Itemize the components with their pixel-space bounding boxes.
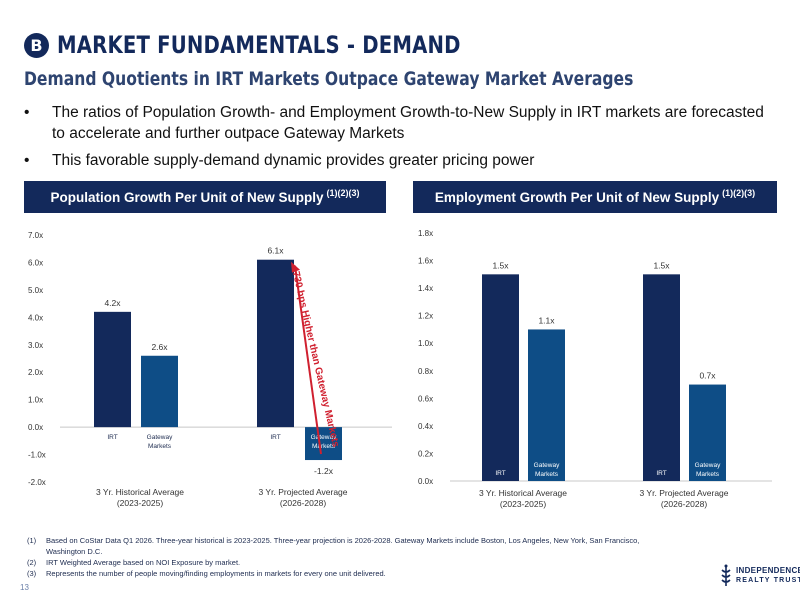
footnote-text: Represents the number of people moving/f… — [46, 569, 386, 578]
value-label: 2.6x — [151, 342, 168, 352]
bar-gateway — [305, 427, 342, 461]
section-badge: B — [24, 33, 49, 58]
logo-line-1: INDEPENDENCE — [736, 566, 800, 575]
value-label: 6.1x — [267, 246, 284, 256]
series-label: Gateway — [311, 434, 337, 441]
y-tick-label: 2.0x — [28, 368, 43, 377]
y-tick-label: 0.4x — [418, 422, 433, 431]
value-label: 0.7x — [699, 371, 716, 381]
series-label: IRT — [107, 434, 117, 441]
y-tick-label: 1.6x — [418, 257, 433, 266]
category-label: 3 Yr. Historical Average — [96, 487, 184, 497]
population-chart-footnote-ref: (1)(2)(3) — [326, 188, 360, 198]
footnote: (2) IRT Weighted Average based on NOI Ex… — [27, 557, 667, 568]
value-label: -1.2x — [314, 466, 334, 476]
y-tick-label: 1.0x — [28, 396, 43, 405]
bar-irt — [94, 311, 131, 428]
series-label: Gateway — [534, 462, 560, 469]
bullet-list: • The ratios of Population Growth- and E… — [24, 102, 764, 177]
y-tick-label: 0.6x — [418, 394, 433, 403]
y-tick-label: -2.0x — [28, 478, 46, 487]
category-label: (2026-2028) — [280, 498, 326, 508]
value-label: 4.2x — [104, 298, 121, 308]
annotation-arrow — [294, 265, 322, 455]
population-growth-chart: -2.0x -1.0x 0.0x 1.0x 2.0x 3.0x 4.0x 5.0x 6.0x 7.… — [28, 231, 392, 508]
bar-irt — [257, 259, 294, 428]
bullet-marker: • — [24, 104, 30, 121]
bar-gateway — [689, 384, 726, 481]
series-label: Gateway — [695, 462, 721, 469]
value-label: 1.1x — [538, 315, 555, 325]
bullet-item: • The ratios of Population Growth- and E… — [24, 102, 764, 144]
category-label: (2023-2025) — [500, 499, 546, 509]
annotation-arrowhead — [291, 261, 300, 273]
employment-growth-chart: 0.0x 0.2x 0.4x 0.6x 0.8x 1.0x 1.2x 1.4x 1.6x 1.8x… — [418, 229, 772, 509]
series-label: Markets — [148, 443, 172, 450]
y-tick-label: 1.4x — [418, 284, 433, 293]
series-label: Markets — [312, 443, 336, 450]
bar-gateway — [141, 355, 178, 428]
footnotes: (1) Based on CoStar Data Q1 2026. Three-… — [27, 535, 667, 579]
category-label: (2023-2025) — [117, 498, 163, 508]
value-label: 1.5x — [653, 260, 670, 270]
series-label: Gateway — [147, 434, 173, 441]
footnote-text: IRT Weighted Average based on NOI Exposu… — [46, 558, 241, 567]
bar-irt — [482, 274, 519, 481]
y-tick-label: 4.0x — [28, 313, 43, 322]
page-title: MARKET FUNDAMENTALS - DEMAND — [57, 31, 461, 59]
series-label: IRT — [495, 470, 505, 477]
population-chart-title: Population Growth Per Unit of New Supply — [50, 189, 324, 205]
population-chart-header: Population Growth Per Unit of New Supply… — [24, 181, 386, 213]
bar-irt — [643, 274, 680, 481]
footnote-number: (3) — [27, 569, 37, 578]
y-tick-label: 0.8x — [418, 367, 433, 376]
category-label: 3 Yr. Projected Average — [259, 487, 348, 497]
footnote: (1) Based on CoStar Data Q1 2026. Three-… — [27, 535, 667, 557]
bullet-text: This favorable supply-demand dynamic pro… — [52, 152, 535, 169]
category-label: (2026-2028) — [661, 499, 707, 509]
bullet-text: The ratios of Population Growth- and Emp… — [52, 104, 764, 142]
y-tick-label: -1.0x — [28, 451, 46, 460]
bar-gateway — [528, 329, 565, 481]
y-tick-label: 1.8x — [418, 229, 433, 238]
annotation-text: 730 bps Higher than Gateway Markets — [290, 270, 341, 448]
logo-line-2: REALTY TRUST — [736, 577, 800, 584]
employment-chart-title: Employment Growth Per Unit of New Supply — [434, 189, 720, 205]
y-tick-label: 0.0x — [418, 477, 433, 486]
company-logo: INDEPENDENCE REALTY TRUST — [718, 562, 800, 594]
employment-chart-header: Employment Growth Per Unit of New Supply… — [413, 181, 777, 213]
page-number: 13 — [20, 583, 29, 592]
logo-icon — [721, 564, 731, 586]
y-tick-label: 6.0x — [28, 258, 43, 267]
bullet-item: • This favorable supply-demand dynamic p… — [24, 150, 764, 171]
footnote-text: Based on CoStar Data Q1 2026. Three-year… — [46, 536, 640, 556]
footnote: (3) Represents the number of people movi… — [27, 568, 667, 579]
series-label: IRT — [656, 470, 666, 477]
category-label: 3 Yr. Projected Average — [640, 488, 729, 498]
series-label: Markets — [696, 471, 720, 478]
employment-chart-footnote-ref: (1)(2)(3) — [722, 188, 756, 198]
y-tick-label: 3.0x — [28, 341, 43, 350]
footnote-number: (2) — [27, 558, 37, 567]
y-tick-label: 7.0x — [28, 231, 43, 240]
y-tick-label: 5.0x — [28, 286, 43, 295]
y-tick-label: 0.0x — [28, 423, 43, 432]
value-label: 1.5x — [492, 260, 509, 270]
series-label: IRT — [270, 434, 280, 441]
logo-text: INDEPENDENCE REALTY TRUST — [736, 566, 800, 586]
page-subtitle: Demand Quotients in IRT Markets Outpace … — [24, 68, 634, 90]
y-tick-label: 1.0x — [418, 339, 433, 348]
y-tick-label: 1.2x — [418, 312, 433, 321]
category-label: 3 Yr. Historical Average — [479, 488, 567, 498]
bullet-marker: • — [24, 152, 30, 169]
y-tick-label: 0.2x — [418, 449, 433, 458]
footnote-number: (1) — [27, 536, 37, 545]
series-label: Markets — [535, 471, 559, 478]
